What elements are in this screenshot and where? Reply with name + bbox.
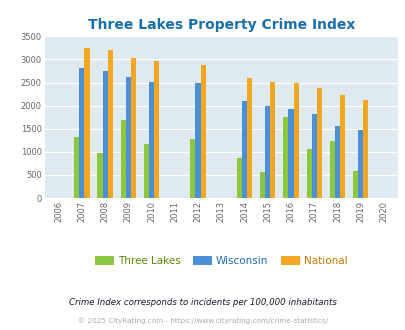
- Bar: [311, 115, 316, 198]
- Legend: Three Lakes, Wisconsin, National: Three Lakes, Wisconsin, National: [91, 252, 351, 270]
- Bar: [107, 50, 113, 198]
- Bar: [288, 109, 293, 198]
- Bar: [149, 82, 154, 198]
- Text: Crime Index corresponds to incidents per 100,000 inhabitants: Crime Index corresponds to incidents per…: [69, 298, 336, 307]
- Bar: [334, 126, 339, 198]
- Bar: [241, 101, 247, 198]
- Bar: [236, 158, 241, 198]
- Bar: [130, 57, 136, 198]
- Bar: [357, 130, 362, 198]
- Bar: [74, 137, 79, 198]
- Bar: [293, 83, 298, 198]
- Bar: [260, 172, 264, 198]
- Bar: [200, 65, 205, 198]
- Bar: [283, 117, 288, 198]
- Bar: [264, 106, 270, 198]
- Title: Three Lakes Property Crime Index: Three Lakes Property Crime Index: [87, 18, 354, 32]
- Bar: [339, 95, 344, 198]
- Bar: [154, 61, 159, 198]
- Bar: [97, 153, 102, 198]
- Bar: [195, 83, 200, 198]
- Bar: [143, 144, 149, 198]
- Bar: [247, 78, 252, 198]
- Bar: [79, 68, 84, 198]
- Text: © 2025 CityRating.com - https://www.cityrating.com/crime-statistics/: © 2025 CityRating.com - https://www.city…: [78, 317, 327, 324]
- Bar: [306, 149, 311, 198]
- Bar: [362, 100, 367, 198]
- Bar: [190, 139, 195, 198]
- Bar: [316, 87, 321, 198]
- Bar: [329, 141, 334, 198]
- Bar: [84, 48, 89, 198]
- Bar: [120, 120, 126, 198]
- Bar: [352, 172, 357, 198]
- Bar: [126, 77, 130, 198]
- Bar: [102, 71, 107, 198]
- Bar: [270, 82, 275, 198]
